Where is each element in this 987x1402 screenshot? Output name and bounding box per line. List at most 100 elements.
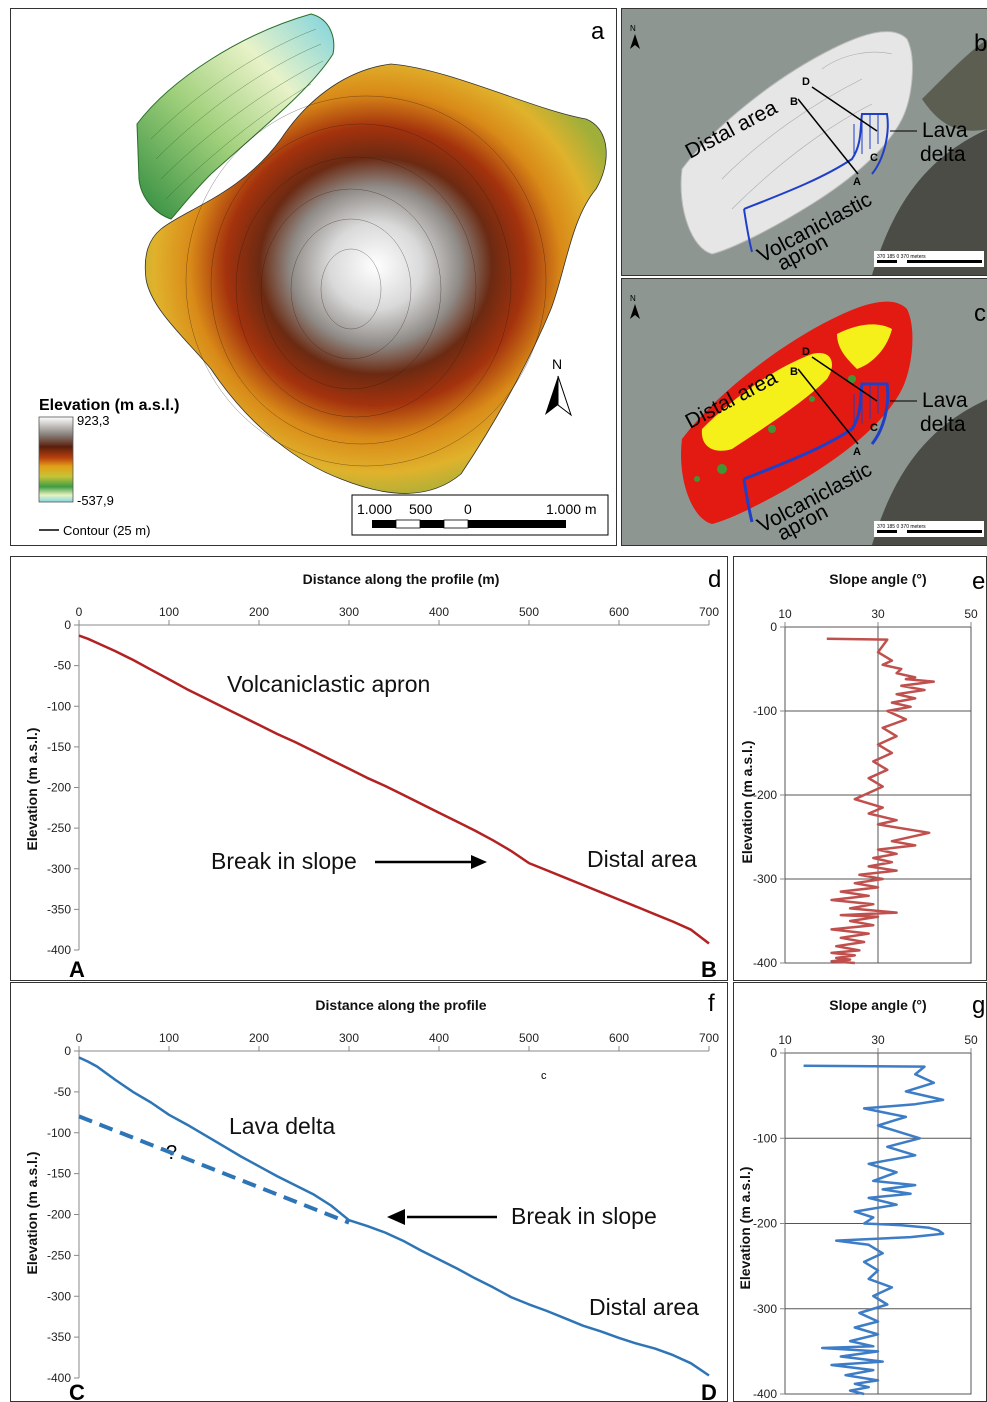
x-tick-label: 100: [159, 605, 179, 619]
y-tick-label: -300: [47, 862, 71, 876]
y-tick-label: -400: [47, 943, 71, 957]
series-line: [78, 1056, 710, 1377]
y-tick-label: -400: [47, 1371, 71, 1385]
x-tick-label: 400: [429, 605, 449, 619]
annot-lava: Lava delta: [229, 1113, 335, 1139]
x-tick-label: 30: [871, 607, 885, 621]
annot-small-c: c: [541, 1070, 547, 1082]
scale-bar-box: [351, 494, 609, 536]
x-tick-label: 300: [339, 605, 359, 619]
label-lava-c-2: delta: [920, 413, 966, 436]
x-tick-label: 10: [778, 607, 792, 621]
panel-f-letter: f: [708, 990, 715, 1017]
series-line: [78, 634, 710, 945]
panel-e-letter: e: [972, 568, 985, 595]
legend-title: Elevation (m a.s.l.): [39, 397, 179, 414]
y-tick-label: -50: [54, 1085, 72, 1099]
panel-g-letter: g: [972, 992, 985, 1019]
x-tick-label: 10: [778, 1033, 792, 1047]
x-tick-label: 200: [249, 605, 269, 619]
y-tick-label: -250: [47, 1248, 71, 1262]
x-tick-label: 600: [609, 605, 629, 619]
y-tick-label: -300: [753, 872, 777, 886]
annot-distal-d: Distal area: [587, 846, 697, 872]
y-tick-label: -250: [47, 821, 71, 835]
svg-text:1.000 m: 1.000 m: [546, 501, 597, 517]
svg-text:B: B: [790, 96, 798, 108]
y-tick-label: -350: [47, 902, 71, 916]
y-tick-label: -100: [753, 1131, 777, 1145]
svg-text:A: A: [853, 446, 861, 458]
panel-a-elevation-map: a Elevation (m a.s.l.) 923,3 -537,9 Cont…: [10, 8, 617, 546]
y-tick-label: -100: [47, 699, 71, 713]
y-tick-label: 0: [770, 620, 777, 634]
svg-text:A: A: [853, 176, 861, 188]
annot-break-d: Break in slope: [211, 848, 357, 874]
svg-text:N: N: [630, 294, 636, 303]
svg-text:C: C: [870, 152, 878, 164]
panel-e-slope-angle: Slope angle (°) Elevation (m a.s.l.) e 1…: [733, 556, 987, 981]
x-tick-label: 300: [339, 1031, 359, 1045]
x-tick-label: 50: [964, 607, 978, 621]
arrow-left-icon: [387, 1209, 405, 1225]
svg-text:B: B: [790, 366, 798, 378]
survey-area-relief: [680, 31, 913, 255]
x-tick-label: 700: [699, 605, 719, 619]
y-tick-label: -200: [47, 781, 71, 795]
arrow-right-icon: [471, 855, 487, 869]
y-tick-label: 0: [64, 1044, 71, 1058]
profile-end-b: B: [701, 957, 717, 980]
y-tick-label: 0: [770, 1046, 777, 1060]
series-line: [803, 1064, 945, 1396]
panel-c-slope-map: B D A C Distal area Lava delta Volcanicl…: [621, 278, 987, 546]
panel-g-slope-angle: Slope angle (°) Elevation (m a.s.l.) g 1…: [733, 982, 987, 1402]
chart-f-ylabel: Elevation (m a.s.l.): [24, 1152, 40, 1275]
svg-text:N: N: [630, 24, 636, 33]
y-tick-label: -350: [47, 1330, 71, 1344]
north-label-a: N: [552, 356, 562, 372]
x-tick-label: 30: [871, 1033, 885, 1047]
annot-distal-f: Distal area: [589, 1294, 699, 1320]
label-lava-b-2: delta: [920, 143, 966, 166]
series-line: [826, 637, 936, 965]
annot-apron: Volcaniclastic apron: [227, 671, 430, 697]
x-tick-label: 100: [159, 1031, 179, 1045]
panel-c-letter: c: [974, 300, 986, 327]
panel-b-shaded-relief: B D A C Distal area Lava delta Volcanicl…: [621, 8, 987, 276]
y-tick-label: -300: [753, 1302, 777, 1316]
y-tick-label: -400: [753, 956, 777, 970]
panel-b-letter: b: [974, 30, 987, 57]
legend-colorbar: [38, 416, 74, 503]
y-tick-label: -150: [47, 740, 71, 754]
y-tick-label: -100: [753, 704, 777, 718]
offshore-patch: [136, 13, 335, 220]
svg-text:1.000: 1.000: [357, 501, 392, 517]
x-tick-label: 50: [964, 1033, 978, 1047]
x-tick-label: 200: [249, 1031, 269, 1045]
y-tick-label: -300: [47, 1289, 71, 1303]
svg-text:370 185 0 370: 370 185 0 370 meters: [877, 524, 926, 530]
y-tick-label: 0: [64, 618, 71, 632]
panel-f-profile-cd: Distance along the profile Elevation (m …: [10, 982, 728, 1402]
chart-d-title: Distance along the profile (m): [303, 571, 500, 587]
y-tick-label: -200: [753, 1217, 777, 1231]
legend-max: 923,3: [77, 413, 110, 428]
legend-min: -537,9: [77, 493, 114, 508]
svg-text:0: 0: [464, 501, 472, 517]
y-tick-label: -100: [47, 1126, 71, 1140]
x-tick-label: 0: [76, 1031, 83, 1045]
label-lava-b-1: Lava: [922, 119, 968, 142]
chart-e-ylabel: Elevation (m a.s.l.): [739, 741, 755, 864]
north-arrow-icon: [630, 304, 640, 319]
profile-start-c: C: [69, 1380, 85, 1401]
panel-d-profile-ab: Distance along the profile (m) Elevation…: [10, 556, 728, 981]
x-tick-label: 0: [76, 605, 83, 619]
label-lava-c-1: Lava: [922, 389, 968, 412]
profile-start-a: A: [69, 957, 85, 980]
profile-end-d: D: [701, 1380, 717, 1401]
svg-text:370 185 0 370: 370 185 0 370 meters: [877, 254, 926, 260]
x-tick-label: 700: [699, 1031, 719, 1045]
chart-f-title: Distance along the profile: [315, 997, 486, 1013]
y-tick-label: -50: [54, 659, 72, 673]
x-tick-label: 400: [429, 1031, 449, 1045]
